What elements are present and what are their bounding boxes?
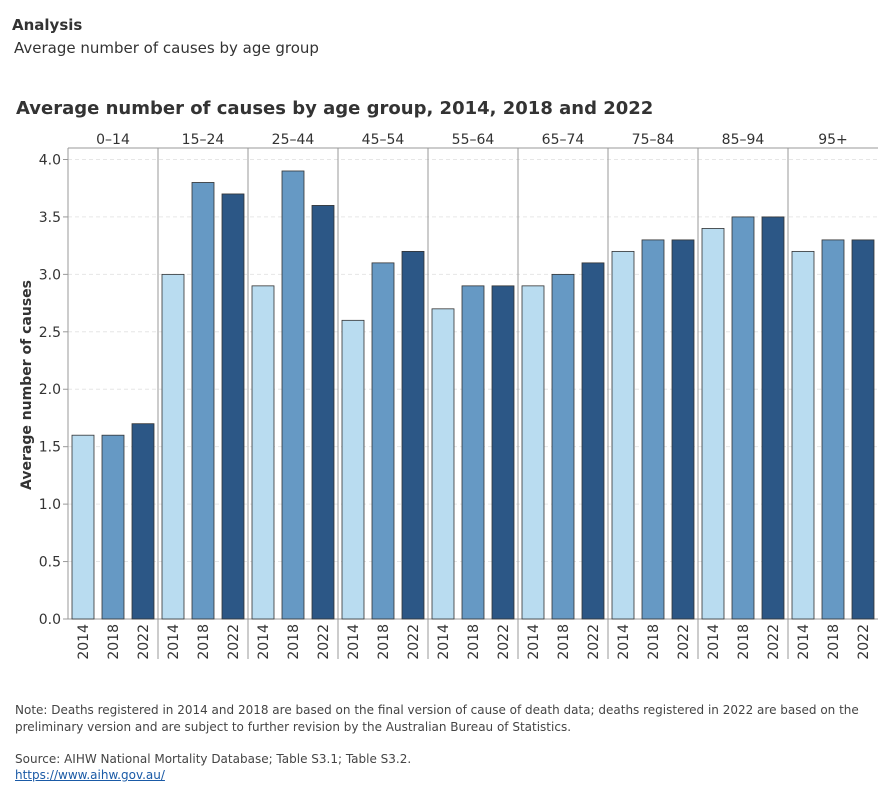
x-tick-label: 2022 (586, 624, 602, 660)
x-tick-label: 2018 (826, 624, 842, 660)
bar (431, 308, 455, 620)
bar (101, 434, 125, 620)
bar (371, 262, 395, 620)
y-tick-label: 1.0 (39, 497, 61, 513)
bar (791, 250, 815, 620)
source: Source: AIHW National Mortality Database… (15, 752, 412, 766)
bar (461, 285, 485, 620)
bar (641, 239, 665, 620)
bar (821, 239, 845, 620)
chart-title: Average number of causes by age group, 2… (16, 98, 653, 119)
x-tick-label: 2022 (316, 624, 332, 660)
x-tick-label: 2014 (166, 624, 182, 660)
category-label: 55–64 (452, 132, 495, 148)
category-label: 45–54 (362, 132, 405, 148)
x-tick-label: 2014 (616, 624, 632, 660)
x-tick-label: 2018 (106, 624, 122, 660)
category-label: 15–24 (182, 132, 225, 148)
category-label: 85–94 (722, 132, 765, 148)
bar (581, 262, 605, 620)
x-tick-label: 2018 (196, 624, 212, 660)
y-tick-label: 3.5 (39, 210, 61, 226)
category-label: 75–84 (632, 132, 675, 148)
x-tick-label: 2018 (376, 624, 392, 660)
x-tick-label: 2018 (556, 624, 572, 660)
bar (761, 216, 785, 620)
x-tick-label: 2014 (256, 624, 272, 660)
x-tick-label: 2022 (136, 624, 152, 660)
category-label: 95+ (818, 132, 848, 148)
header-subtitle: Average number of causes by age group (14, 39, 319, 57)
note: Note: Deaths registered in 2014 and 2018… (15, 703, 859, 734)
bar (251, 285, 275, 620)
x-tick-label: 2022 (226, 624, 242, 660)
x-tick-label: 2022 (406, 624, 422, 660)
y-tick-label: 3.0 (39, 267, 61, 283)
x-tick-label: 2022 (676, 624, 692, 660)
x-tick-label: 2022 (766, 624, 782, 660)
x-tick-label: 2014 (526, 624, 542, 660)
header-title: Analysis (12, 16, 82, 34)
bar (611, 250, 635, 620)
y-tick-label: 2.5 (39, 325, 61, 341)
x-tick-label: 2022 (496, 624, 512, 660)
category-label: 0–14 (96, 132, 130, 148)
x-tick-label: 2018 (466, 624, 482, 660)
bar (221, 193, 245, 620)
y-tick-label: 0.0 (39, 612, 61, 628)
link[interactable]: https://www.aihw.gov.au/ (15, 768, 165, 782)
bar (731, 216, 755, 620)
x-tick-label: 2018 (646, 624, 662, 660)
x-tick-label: 2014 (76, 624, 92, 660)
bar (401, 250, 425, 620)
bar (671, 239, 695, 620)
x-tick-label: 2018 (286, 624, 302, 660)
x-tick-label: 2014 (796, 624, 812, 660)
category-label: 65–74 (542, 132, 585, 148)
bar (551, 273, 575, 620)
bar (281, 170, 305, 620)
y-axis-label: Average number of causes (19, 280, 35, 490)
link-wrap: https://www.aihw.gov.au/ (15, 767, 877, 784)
x-tick-label: 2022 (856, 624, 872, 660)
y-tick-label: 1.5 (39, 440, 61, 456)
x-tick-label: 2014 (346, 624, 362, 660)
bar (191, 182, 215, 620)
bar (71, 434, 95, 620)
y-tick-label: 2.0 (39, 382, 61, 398)
bar (131, 423, 155, 620)
y-tick-label: 0.5 (39, 555, 61, 571)
category-label: 25–44 (272, 132, 315, 148)
bar (851, 239, 875, 620)
bar (311, 205, 335, 620)
bar (161, 273, 185, 620)
x-tick-label: 2014 (706, 624, 722, 660)
bar (521, 285, 545, 620)
bar (701, 228, 725, 620)
bar (491, 285, 515, 620)
x-tick-label: 2014 (436, 624, 452, 660)
x-tick-label: 2018 (736, 624, 752, 660)
y-tick-label: 4.0 (39, 152, 61, 168)
bar (341, 319, 365, 620)
